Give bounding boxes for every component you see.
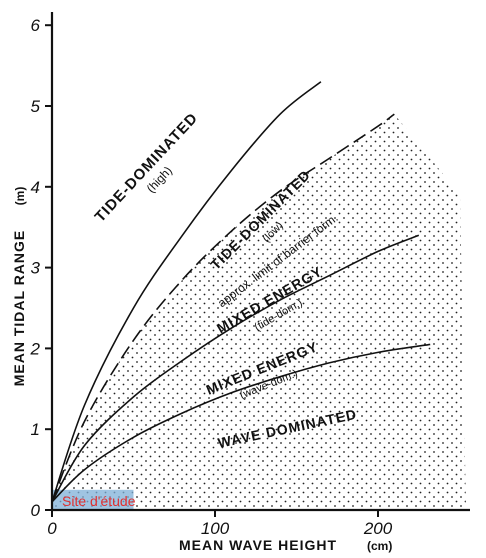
axes: 0 1 2 3 4 5 6 0 100 200	[30, 12, 470, 538]
y-tick-label: 2	[30, 339, 41, 358]
boundary-curve-2	[51, 113, 395, 503]
x-tick-label: 0	[47, 519, 57, 538]
boundary-curve-3	[51, 234, 420, 503]
x-tick-label: 100	[201, 519, 230, 538]
site-label: Site d'étude	[62, 493, 136, 509]
y-tick-label: 6	[31, 16, 41, 35]
y-axis-title: MEAN TIDAL RANGE	[11, 230, 27, 387]
x-axis-unit: (cm)	[367, 539, 392, 553]
x-tick-label: 200	[363, 519, 393, 538]
boundary-curve-1	[51, 81, 322, 503]
site-annotation: Site d'étude	[52, 489, 136, 510]
y-axis-unit: (m)	[13, 187, 27, 206]
boundary-curves	[51, 81, 431, 503]
x-axis-title: MEAN WAVE HEIGHT	[179, 537, 337, 553]
y-tick-label: 5	[31, 97, 41, 116]
y-tick-label: 3	[31, 259, 41, 278]
region-label-text: TIDE-DOMINATED	[92, 110, 202, 226]
y-tick-label: 1	[31, 420, 40, 439]
y-tick-label: 4	[31, 178, 40, 197]
site-box	[52, 489, 134, 510]
y-tick-label: 0	[31, 501, 41, 520]
boundary-curve-4	[51, 343, 431, 503]
